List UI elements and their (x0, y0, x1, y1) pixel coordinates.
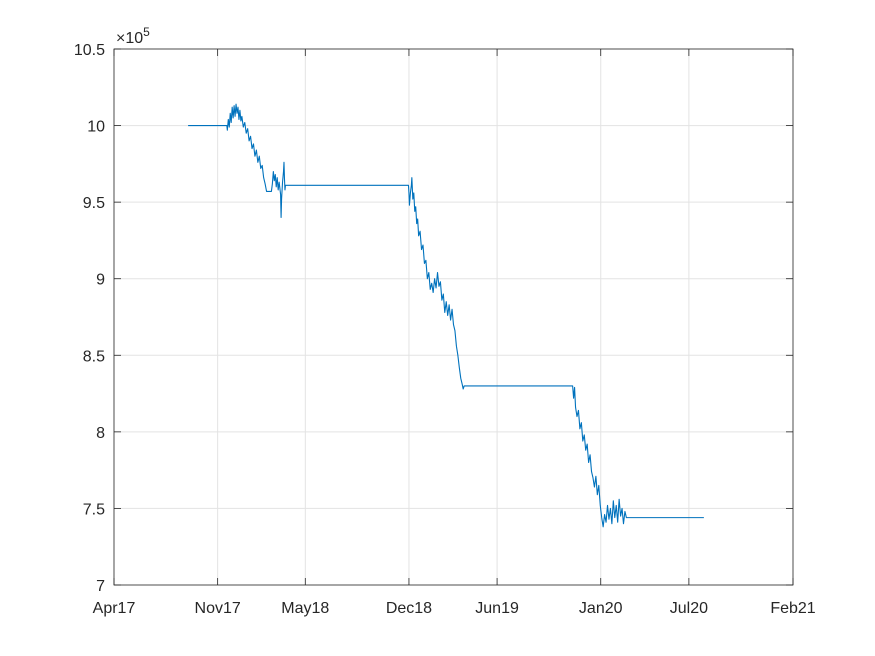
y-tick-label: 7 (96, 578, 105, 595)
x-tick-label: Jun19 (475, 600, 519, 617)
x-tick-label: Jul20 (670, 600, 708, 617)
y-exponent-base: ×10 (116, 30, 143, 47)
y-tick-labels: 7 7.5 8 8.5 9 9.5 10 10.5 (74, 42, 105, 595)
x-tick-label: Dec18 (386, 600, 432, 617)
x-tick-label: May18 (281, 600, 329, 617)
x-tick-label: Feb21 (770, 600, 815, 617)
x-tick-label: Nov17 (195, 600, 241, 617)
y-exponent-label: ×105 (116, 25, 150, 47)
axes-box (113, 48, 794, 586)
tick-marks (113, 48, 794, 586)
series-group (188, 103, 704, 528)
y-tick-label: 9 (96, 272, 105, 289)
x-tick-label: Apr17 (93, 600, 136, 617)
y-tick-label: 10 (87, 119, 105, 136)
grid-lines (113, 48, 794, 586)
x-tick-label: Jan20 (579, 600, 623, 617)
series-line (188, 103, 704, 528)
y-tick-label: 8 (96, 425, 105, 442)
x-tick-labels: Apr17 Nov17 May18 Dec18 Jun19 Jan20 Jul20 Feb21 (93, 600, 816, 617)
y-tick-label: 7.5 (83, 501, 105, 518)
y-tick-label: 9.5 (83, 195, 105, 212)
y-tick-label: 10.5 (74, 42, 105, 59)
y-tick-label: 8.5 (83, 348, 105, 365)
y-exponent-power: 5 (143, 25, 150, 39)
